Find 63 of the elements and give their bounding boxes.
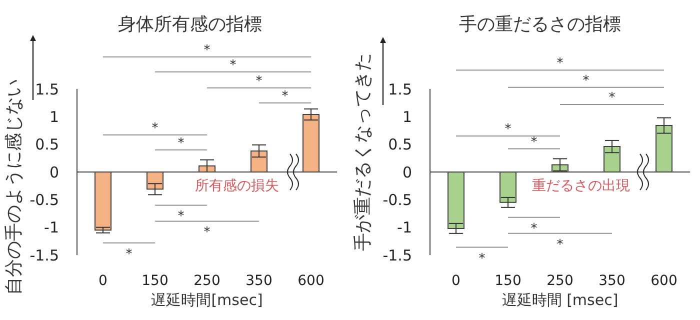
y-tick-label: -1.5 [382,246,412,264]
annotation: 所有感の損失 [195,178,279,194]
y-tick-label: 1 [402,108,412,126]
annotation: 重だるさの出現 [532,178,630,194]
significance-bracket: * [154,58,312,73]
x-tick-label: 250 [194,272,220,289]
chart-title: 手の重だるさの指標 [459,14,621,35]
y-tick-label: -1 [397,218,412,237]
x-tick-label: 600 [298,272,324,289]
annotation: * [204,225,211,240]
annotation: * [126,246,133,262]
y-tick-label: 1.5 [35,80,59,98]
bar [146,172,164,190]
y-tick-label: -0.5 [30,190,59,209]
x-tick-label: 350 [246,272,272,289]
y-axis-title: 自分の手のように感じない [4,79,24,295]
y-tick-label: -1 [44,218,59,237]
x-axis-title: 遅延時間 [msec] [502,291,618,309]
x-tick-label: 350 [598,272,626,289]
significance-bracket: * [258,88,312,104]
y-tick-label: 1.5 [388,80,412,98]
bar [448,172,464,229]
bar [302,114,320,172]
bar [604,146,620,172]
significance-bracket: * [456,122,560,138]
x-tick-label: 250 [546,272,574,289]
significance-bracket: * [102,42,312,58]
significance-bracket: * [102,242,156,262]
bar [250,150,268,172]
y-tick-label: -0.5 [382,190,412,209]
y-axis-title: 手が重だるくなってきた [352,53,374,251]
x-tick-label: 150 [494,272,522,289]
annotation: * [152,120,159,136]
x-tick-label: 150 [142,272,168,289]
bar [656,125,672,172]
x-axis-title: 遅延時間[msec] [151,291,263,309]
y-tick-label: 0 [402,163,412,182]
significance-bracket: * [206,74,312,89]
y-tick-label: 0 [49,163,59,182]
significance-bracket: * [456,56,664,72]
y-tick-label: 0.5 [388,136,412,154]
y-tick-label: 1 [49,108,59,126]
significance-bracket: * [456,246,508,266]
chart-title: 身体所有感の指標 [118,14,262,35]
significance-bracket: * [508,134,560,150]
annotation: * [608,90,616,106]
annotation: * [178,136,185,151]
annotation: * [282,88,289,104]
annotation: * [504,122,512,138]
x-tick-label: 0 [98,272,108,289]
significance-bracket: * [102,120,208,136]
y-tick-label: -1.5 [30,246,59,264]
significance-bracket: * [154,136,208,151]
annotation: * [530,134,538,150]
bar [94,172,112,231]
x-tick-label: 600 [650,272,678,289]
x-tick-label: 0 [452,272,460,289]
annotation: * [556,237,564,252]
significance-bracket: * [508,73,664,88]
y-tick-label: 0.5 [35,136,59,154]
bar [500,172,516,203]
annotation: * [478,251,486,266]
significance-bracket: * [560,90,664,106]
